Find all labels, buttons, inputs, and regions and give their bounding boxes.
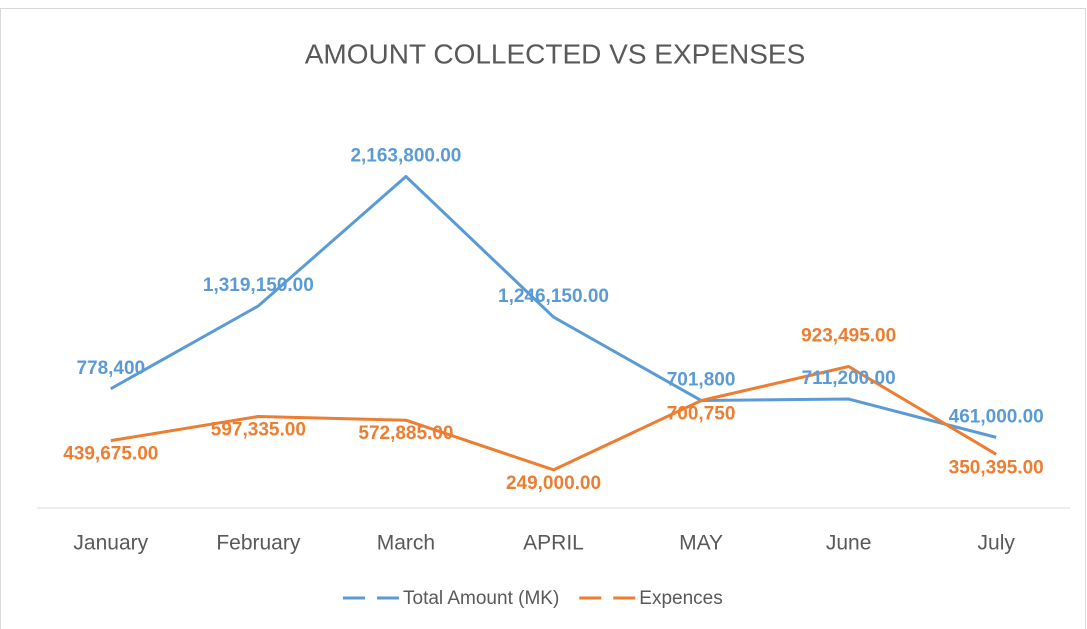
x-tick-label: January: [73, 532, 148, 555]
data-label: 597,335.00: [211, 420, 306, 441]
data-label: 923,495.00: [801, 326, 896, 347]
data-label: 461,000.00: [949, 406, 1044, 427]
data-label: 2,163,800.00: [350, 146, 461, 167]
data-label: 700,750: [667, 404, 736, 425]
data-label: 572,885.00: [358, 423, 453, 444]
x-tick-label: June: [826, 532, 872, 555]
data-label: 249,000.00: [506, 473, 601, 494]
chart-title: AMOUNT COLLECTED VS EXPENSES: [305, 38, 806, 69]
line-series: [110, 175, 997, 439]
data-label: 711,200.00: [802, 368, 896, 389]
chart-frame: [0, 8, 1086, 629]
data-label: 1,319,150.00: [203, 275, 314, 296]
x-tick-label: February: [216, 532, 301, 555]
x-tick-label: March: [377, 532, 435, 555]
data-label: 701,800: [667, 369, 736, 390]
data-label: 1,246,150.00: [498, 286, 609, 307]
x-tick-label: APRIL: [523, 532, 584, 555]
data-label: 439,675.00: [63, 444, 158, 465]
legend-label: Total Amount (MK): [403, 588, 559, 609]
data-label: 778,400: [76, 358, 145, 379]
line-series: [110, 365, 997, 472]
x-tick-label: July: [978, 532, 1016, 555]
legend-label: Expences: [639, 588, 722, 609]
data-label: 350,395.00: [949, 457, 1044, 478]
x-tick-label: MAY: [679, 532, 723, 555]
